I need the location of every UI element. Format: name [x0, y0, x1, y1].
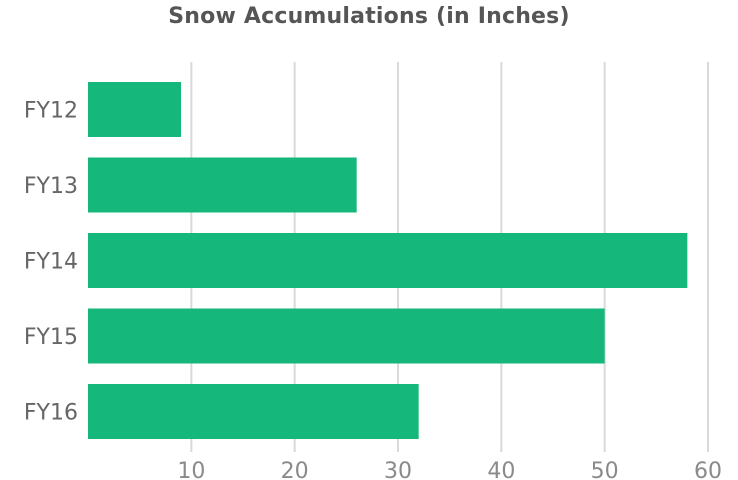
category-label-fy15: FY15 — [24, 325, 78, 350]
x-tick-label: 40 — [487, 459, 515, 480]
x-tick-label: 10 — [177, 459, 205, 480]
x-tick-label: 60 — [694, 459, 722, 480]
x-tick-label: 50 — [591, 459, 619, 480]
bar-fy14 — [88, 233, 688, 288]
category-label-fy13: FY13 — [24, 174, 78, 199]
category-label-fy14: FY14 — [24, 250, 78, 275]
x-tick-labels: 10 20 30 40 50 60 — [177, 459, 722, 480]
category-labels: FY12 FY13 FY14 FY15 FY16 — [24, 99, 78, 426]
x-tick-label: 30 — [384, 459, 412, 480]
bar-fy15 — [88, 308, 605, 364]
category-label-fy12: FY12 — [24, 99, 78, 124]
bar-fy12 — [88, 82, 181, 137]
x-tick-label: 20 — [281, 459, 309, 480]
bar-fy16 — [88, 384, 419, 439]
chart-title: Snow Accumulations (in Inches) — [168, 4, 570, 29]
category-label-fy16: FY16 — [24, 401, 78, 426]
bar-fy13 — [88, 157, 357, 213]
bars — [88, 82, 688, 439]
